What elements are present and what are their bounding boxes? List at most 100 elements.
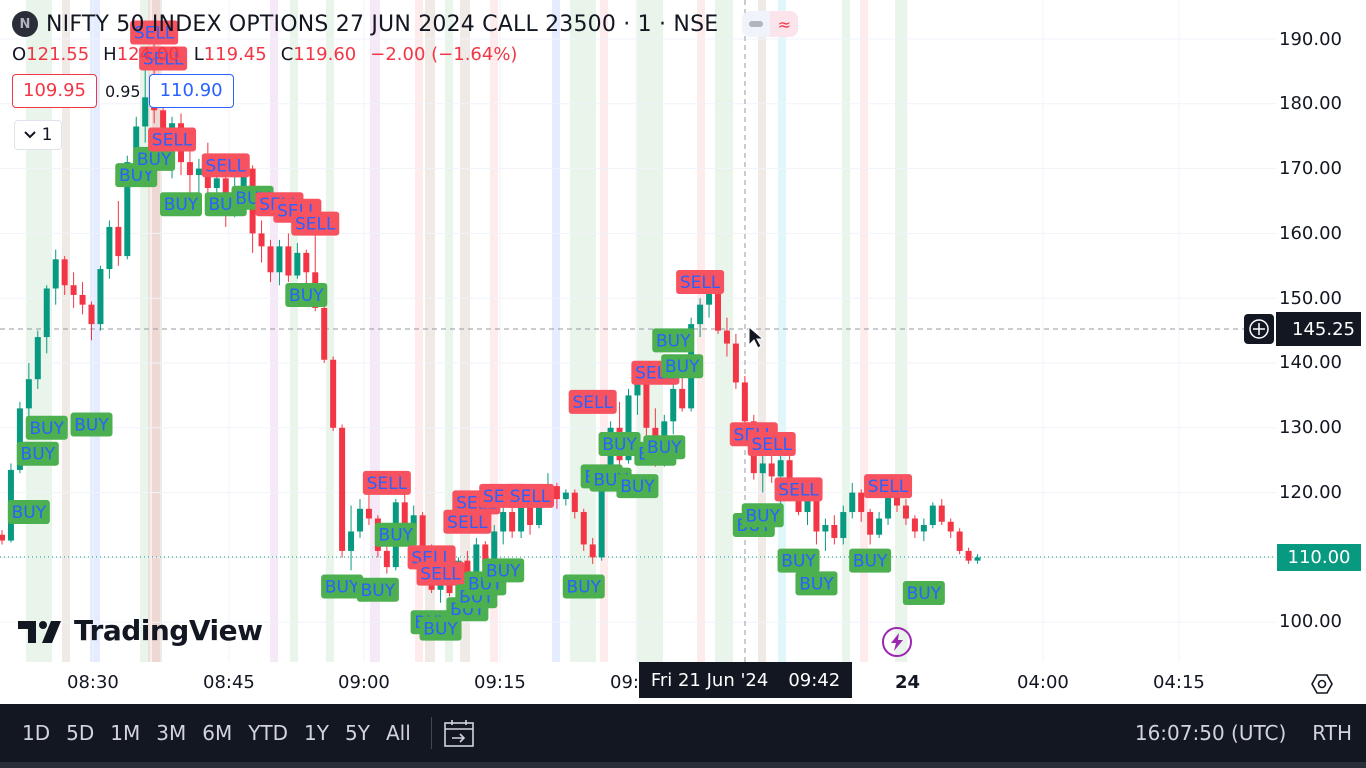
candle-body [294,252,301,276]
signal-band [326,0,334,662]
signal-band [270,0,278,662]
logo-text: TradingView [74,614,263,647]
candle-body [348,531,355,551]
range-5d[interactable]: 5D [66,721,95,745]
candle-body [195,168,202,176]
wave-icon[interactable]: ≈ [770,11,799,37]
signal-label-bg [285,282,328,307]
tradingview-logo-icon [18,620,61,643]
candle-body [124,162,131,257]
session-toggle[interactable]: RTH [1312,721,1352,745]
signal-label-bg [795,571,838,596]
signal-band [552,0,560,662]
settings-icon [1311,674,1333,694]
buy-signal-label: BUY [661,354,704,379]
bottom-toolbar: 1D 5D 1M 3M 6M YTD 1Y 5Y All 16:07:50 (U… [0,704,1366,762]
candle-body [357,508,363,532]
sell-signal-label: SELL [747,432,796,456]
signal-band [600,0,608,662]
signal-label-text: BUY [665,357,700,377]
signal-label-bg [16,441,59,466]
signal-label-bg [849,548,892,573]
collapse-button[interactable]: 1 [14,120,62,150]
buy-signal-label: BUY [902,581,945,606]
candle-body [804,499,811,513]
signal-label-text: SELL [868,477,909,497]
signal-label-bg [661,354,704,379]
symbol-logo-icon[interactable]: N [12,11,38,37]
range-3m[interactable]: 3M [156,721,187,745]
candle-body [956,531,963,551]
minus-icon[interactable] [742,11,770,37]
candle-body [186,162,193,176]
lightning-icon [891,633,903,651]
signal-label-bg [416,561,465,586]
crosshair-price-label: 145.25 [1276,312,1361,346]
signal-label-bg [774,477,823,502]
buy-signal-label: BUY [25,415,68,440]
candle-body [894,495,900,506]
buy-signal-label: BUY [482,558,525,583]
signal-label-bg [443,509,492,534]
range-ytd[interactable]: YTD [248,721,289,745]
signal-label-text: SELL [680,273,721,293]
signal-label-text: BUY [164,195,199,215]
candle-body [509,512,516,532]
buy-signal-label: BUY [849,548,892,573]
clock-display[interactable]: 16:07:50 (UTC) [1134,721,1287,745]
buy-signal-label: BUY [7,500,50,525]
candle-body [562,492,569,500]
buy-signal-label: BUY [795,571,838,596]
candle-body [777,460,784,477]
go-to-date-button[interactable] [443,719,474,747]
signal-label-bg [482,558,525,583]
price-axis-label: 180.00 [1279,93,1342,114]
signal-label-text: SELL [143,49,184,69]
candle-body [473,544,480,577]
signal-band [842,0,850,662]
signal-label-text: BUY [746,506,781,526]
buy-signal-label: BUY [16,441,59,466]
range-1m[interactable]: 1M [110,721,141,745]
candle-body [580,512,587,545]
add-alert-button[interactable] [1244,314,1274,344]
flash-event-button[interactable] [882,627,912,657]
price-axis-label: 120.00 [1279,482,1342,503]
ohlc-low: L119.45 [193,44,267,65]
signal-label-text: BUY [907,584,942,604]
price-chart[interactable]: BUY BUY BUY BUY BUY BUY SELL SELL SELL SELL BUY BUY… [0,0,1366,704]
chart-settings-button[interactable] [1310,672,1334,700]
range-6m[interactable]: 6M [202,721,233,745]
sell-signal-label: SELL [148,127,197,152]
candle-body [276,246,283,273]
range-5y[interactable]: 5Y [345,721,370,745]
time-axis-label: 24 [895,672,921,693]
sell-signal-label: SELL [568,389,617,414]
buy-button[interactable]: 110.90 [148,74,234,108]
sell-button[interactable]: 109.95 [12,74,97,108]
signal-label-text: BUY [325,578,360,598]
signal-band [152,0,162,662]
time-axis-label: 04:15 [1153,672,1205,693]
range-all[interactable]: All [385,721,411,745]
signal-band [140,0,150,662]
candle-body [822,525,829,532]
range-1d[interactable]: 1D [22,721,51,745]
symbol-title[interactable]: NIFTY 50 INDEX OPTIONS 27 JUN 2024 CALL … [46,11,719,37]
signal-label-text: BUY [21,445,56,465]
signal-label-text: BUY [486,561,521,581]
signal-label-bg [506,483,555,508]
candle-body [79,294,86,305]
candle-body [16,408,23,470]
signal-band [490,0,498,662]
tradingview-logo[interactable]: TradingView [18,614,263,647]
buy-signal-label: BUY [598,432,641,456]
buy-signal-label: BUY [321,574,364,599]
signal-label-text: SELL [367,474,408,494]
candle-body [303,252,310,273]
price-axis-label: 150.00 [1279,288,1342,309]
candle-body [643,375,650,428]
candle-body [106,226,113,270]
signal-band [90,0,100,662]
range-1y[interactable]: 1Y [304,721,329,745]
